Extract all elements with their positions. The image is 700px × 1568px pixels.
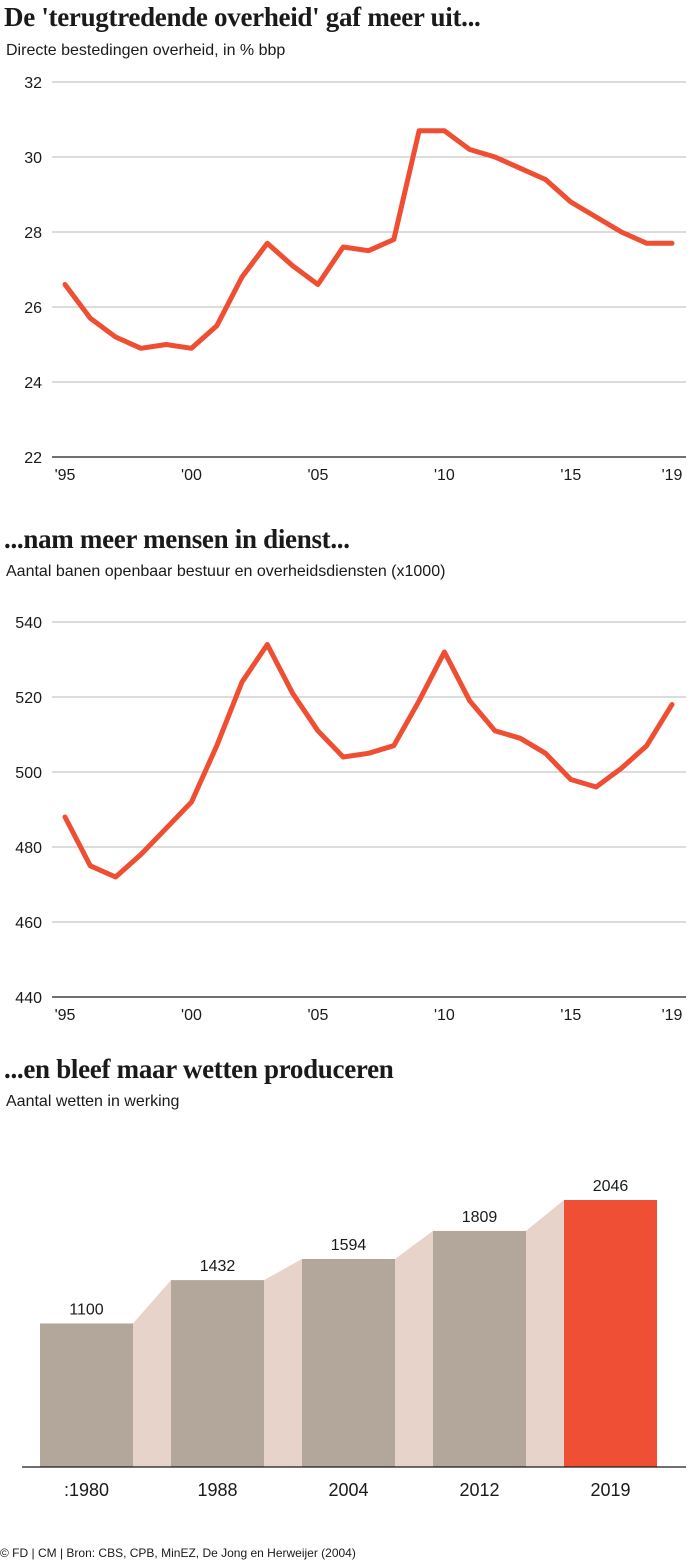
jobs-series-line bbox=[62, 642, 675, 880]
chart-subtitle-laws: Aantal wetten in werking bbox=[6, 1093, 180, 1110]
chart-title-jobs: ...nam meer mensen in dienst... bbox=[4, 524, 350, 554]
laws-bar-chart: 1100 :1980 1432 1988 1594 2004 1809 2012 2046 201… bbox=[22, 1178, 686, 1500]
spending-y-tick-label: 30 bbox=[24, 150, 42, 167]
chart-title-laws: ...en bleef maar wetten produceren bbox=[4, 1054, 394, 1084]
jobs-x-tick-label: '10 bbox=[434, 1007, 455, 1024]
bar-value-label: 1432 bbox=[200, 1258, 236, 1275]
jobs-y-tick-label: 460 bbox=[15, 915, 42, 932]
jobs-y-tick-label: 480 bbox=[15, 840, 42, 857]
jobs-x-tick-label: '00 bbox=[181, 1007, 202, 1024]
bar bbox=[171, 1280, 264, 1467]
spending-y-tick-label: 24 bbox=[24, 375, 42, 392]
jobs-x-tick-label: '05 bbox=[307, 1007, 328, 1024]
jobs-line-chart: 540 520 500 480 460 440 '95 '00 '05 '10 '15 '19 bbox=[15, 615, 686, 1024]
chart-title-spending: De 'terugtredende overheid' gaf meer uit… bbox=[4, 2, 481, 32]
bar-value-label: 1100 bbox=[69, 1301, 104, 1318]
category-label: 2019 bbox=[590, 1480, 630, 1500]
bar-connector bbox=[526, 1200, 564, 1467]
spending-x-tick-label: '05 bbox=[307, 467, 328, 484]
spending-y-tick-label: 32 bbox=[24, 75, 42, 92]
bar bbox=[433, 1230, 526, 1467]
bar-connector bbox=[395, 1230, 433, 1467]
category-label: 2004 bbox=[328, 1480, 368, 1500]
jobs-x-tick-label: '15 bbox=[560, 1007, 581, 1024]
source-footer: © FD | CM | Bron: CBS, CPB, MinEZ, De Jo… bbox=[0, 1546, 356, 1560]
spending-y-tick-label: 28 bbox=[24, 225, 42, 242]
spending-x-tick-label: '15 bbox=[560, 467, 581, 484]
jobs-y-tick-label: 500 bbox=[15, 765, 42, 782]
bar-connector bbox=[133, 1280, 171, 1467]
category-label: 1988 bbox=[197, 1480, 237, 1500]
chart-subtitle-spending: Directe bestedingen overheid, in % bbp bbox=[6, 42, 286, 59]
spending-series-line bbox=[62, 128, 675, 351]
spending-line-chart: 32 30 28 26 24 22 '95 '00 '05 '10 '15 '19 bbox=[24, 75, 686, 484]
bar bbox=[40, 1323, 133, 1467]
jobs-y-tick-label: 440 bbox=[15, 990, 42, 1007]
spending-y-tick-label: 22 bbox=[24, 450, 42, 467]
spending-x-tick-label: '95 bbox=[55, 467, 76, 484]
jobs-y-tick-label: 520 bbox=[15, 690, 42, 707]
category-label: 2012 bbox=[459, 1480, 499, 1500]
bar-value-label: 1594 bbox=[331, 1237, 367, 1254]
bar-value-label: 1809 bbox=[462, 1209, 498, 1226]
bar bbox=[302, 1258, 395, 1467]
jobs-x-tick-label: '95 bbox=[55, 1007, 76, 1024]
spending-y-tick-label: 26 bbox=[24, 300, 42, 317]
spending-x-tick-label: '10 bbox=[434, 467, 455, 484]
bar-connector bbox=[264, 1258, 302, 1467]
chart-subtitle-jobs: Aantal banen openbaar bestuur en overhei… bbox=[6, 563, 446, 580]
category-label: :1980 bbox=[64, 1480, 109, 1500]
spending-x-tick-label: '19 bbox=[662, 467, 683, 484]
bar bbox=[564, 1200, 657, 1467]
bar-value-label: 2046 bbox=[593, 1178, 629, 1195]
jobs-y-tick-label: 540 bbox=[15, 615, 42, 632]
spending-x-tick-label: '00 bbox=[181, 467, 202, 484]
jobs-x-tick-label: '19 bbox=[662, 1007, 683, 1024]
